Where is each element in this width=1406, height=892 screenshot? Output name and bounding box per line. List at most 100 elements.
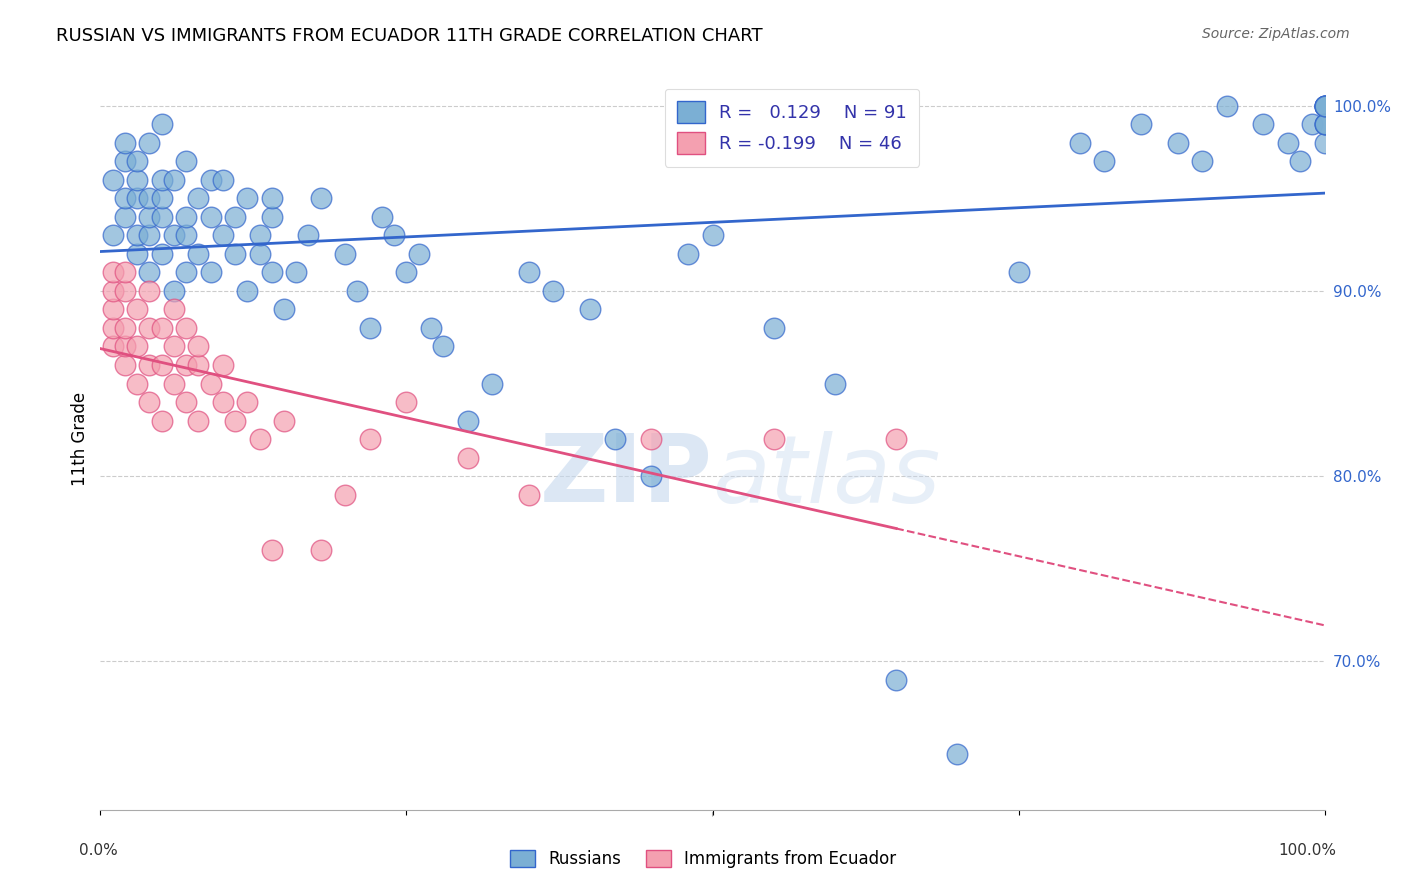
Point [408,247,430,261]
Point [884,673,907,687]
Point [200,265,222,279]
Point [187,358,209,372]
Point [101,265,124,279]
Point [1130,117,1153,131]
Point [260,191,283,205]
Point [174,265,197,279]
Point [114,136,136,150]
Point [335,247,357,261]
Point [1167,136,1189,150]
Point [1313,117,1336,131]
Point [138,191,160,205]
Point [101,339,124,353]
Point [1313,98,1336,112]
Point [163,228,186,243]
Point [150,210,173,224]
Point [174,228,197,243]
Point [309,191,332,205]
Point [101,321,124,335]
Point [150,247,173,261]
Point [174,154,197,169]
Point [125,339,148,353]
Point [702,228,724,243]
Point [138,321,160,335]
Point [1313,98,1336,112]
Point [1191,154,1213,169]
Point [150,414,173,428]
Point [249,228,271,243]
Point [150,117,173,131]
Point [603,432,626,446]
Point [150,321,173,335]
Point [211,395,233,409]
Point [273,302,295,317]
Point [395,265,418,279]
Point [114,284,136,298]
Point [543,284,565,298]
Point [1313,98,1336,112]
Point [1313,98,1336,112]
Point [1215,98,1237,112]
Point [211,358,233,372]
Point [138,228,160,243]
Point [211,228,233,243]
Point [101,284,124,298]
Text: atlas: atlas [713,431,941,522]
Point [432,339,454,353]
Point [114,210,136,224]
Point [1301,117,1323,131]
Point [114,339,136,353]
Point [150,358,173,372]
Y-axis label: 11th Grade: 11th Grade [72,392,89,486]
Point [273,414,295,428]
Point [1313,98,1336,112]
Point [359,432,381,446]
Point [1289,154,1312,169]
Point [174,395,197,409]
Point [114,191,136,205]
Point [125,228,148,243]
Point [1313,98,1336,112]
Point [125,154,148,169]
Point [101,228,124,243]
Point [762,432,785,446]
Text: 0.0%: 0.0% [79,843,118,858]
Point [163,339,186,353]
Point [457,414,479,428]
Point [125,302,148,317]
Point [114,154,136,169]
Point [579,302,602,317]
Point [114,358,136,372]
Point [114,265,136,279]
Point [187,414,209,428]
Point [457,450,479,465]
Point [174,358,197,372]
Point [138,265,160,279]
Point [1069,136,1091,150]
Point [260,265,283,279]
Point [138,358,160,372]
Text: Source: ZipAtlas.com: Source: ZipAtlas.com [1202,27,1350,41]
Point [335,488,357,502]
Point [346,284,368,298]
Point [138,284,160,298]
Point [125,172,148,186]
Point [236,284,259,298]
Point [309,543,332,558]
Point [163,376,186,391]
Point [224,247,246,261]
Point [260,543,283,558]
Point [1313,117,1336,131]
Legend: R =   0.129    N = 91, R = -0.199    N = 46: R = 0.129 N = 91, R = -0.199 N = 46 [665,88,920,167]
Point [200,376,222,391]
Point [138,210,160,224]
Point [187,339,209,353]
Point [676,247,699,261]
Point [640,432,662,446]
Point [211,172,233,186]
Point [824,376,846,391]
Point [1007,265,1029,279]
Legend: Russians, Immigrants from Ecuador: Russians, Immigrants from Ecuador [503,843,903,875]
Point [1253,117,1275,131]
Point [200,172,222,186]
